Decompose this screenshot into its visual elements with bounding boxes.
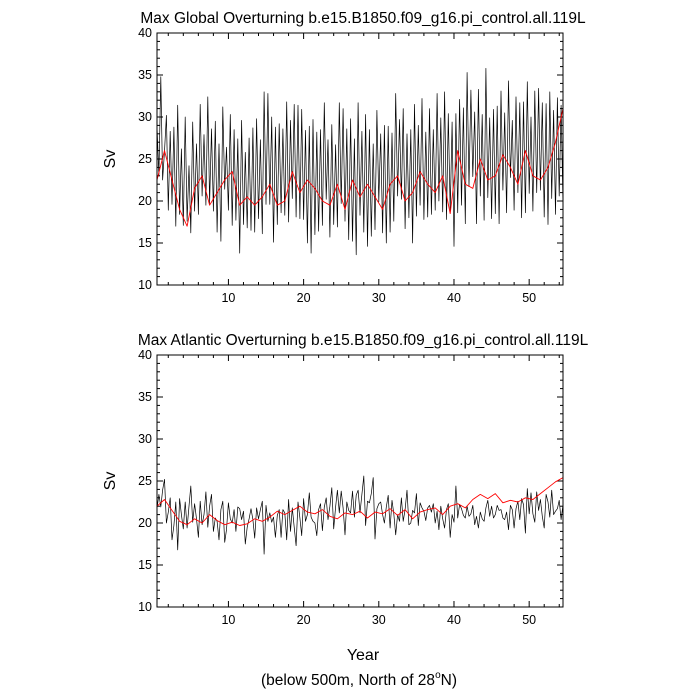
y-axis-label: Sv [102, 150, 119, 169]
plot-frame [156, 354, 564, 608]
panel-global-overturning: Max Global Overturning b.e15.B1850.f09_g… [102, 10, 586, 305]
series-line-annual-mean [156, 477, 564, 526]
x-tick-label: 40 [447, 291, 461, 305]
x-tick-label: 50 [522, 291, 536, 305]
data-series [156, 67, 564, 256]
x-tick-label: 30 [372, 613, 386, 627]
series-line-monthly [156, 67, 564, 256]
y-tick-label: 40 [138, 26, 152, 40]
y-axis-label: Sv [102, 472, 119, 491]
caption-superscript: o [435, 670, 441, 681]
x-tick-label: 10 [221, 613, 235, 627]
x-tick-label: 20 [297, 291, 311, 305]
y-tick-label: 20 [138, 516, 152, 530]
y-tick-label: 30 [138, 432, 152, 446]
axis-ticks: 10 15 20 25 30 35 40 10 20 30 40 50 [138, 26, 563, 305]
axis-ticks: 10 15 20 25 30 35 40 10 20 30 40 50 [138, 348, 563, 627]
caption-suffix: N) [441, 672, 457, 689]
y-tick-label: 20 [138, 194, 152, 208]
panel-atlantic-overturning: Max Atlantic Overturning b.e15.B1850.f09… [102, 332, 589, 664]
plot-frame [156, 32, 564, 286]
y-tick-label: 10 [138, 278, 152, 292]
chart-title: Max Global Overturning b.e15.B1850.f09_g… [140, 10, 586, 27]
y-tick-label: 40 [138, 348, 152, 362]
y-tick-label: 15 [138, 236, 152, 250]
x-tick-label: 10 [221, 291, 235, 305]
y-tick-label: 10 [138, 600, 152, 614]
x-tick-label: 50 [522, 613, 536, 627]
y-tick-label: 35 [138, 390, 152, 404]
data-series [156, 475, 564, 555]
x-axis-label: Year [347, 647, 380, 664]
caption-prefix: (below 500m, North of 28 [261, 672, 435, 689]
chart-title: Max Atlantic Overturning b.e15.B1850.f09… [138, 332, 589, 349]
x-tick-label: 20 [297, 613, 311, 627]
series-line-monthly [156, 475, 564, 555]
y-tick-label: 15 [138, 558, 152, 572]
y-tick-label: 25 [138, 474, 152, 488]
y-tick-label: 25 [138, 152, 152, 166]
y-tick-label: 35 [138, 68, 152, 82]
x-tick-label: 30 [372, 291, 386, 305]
series-line-annual-mean [156, 108, 564, 227]
figure-caption: (below 500m, North of 28oN) [261, 670, 457, 689]
x-tick-label: 40 [447, 613, 461, 627]
y-tick-label: 30 [138, 110, 152, 124]
